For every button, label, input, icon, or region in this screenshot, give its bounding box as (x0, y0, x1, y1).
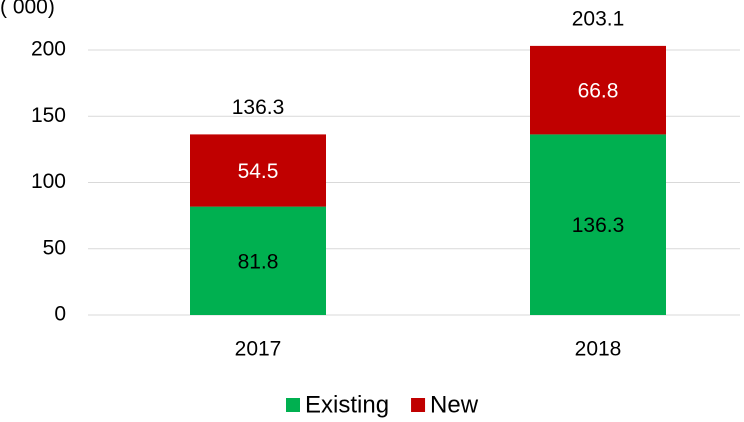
bar-segment (190, 134, 326, 207)
legend-swatch (411, 398, 426, 412)
y-tick-label: 200 (31, 38, 66, 61)
data-label: 54.5 (238, 160, 279, 183)
data-label: 136.3 (572, 214, 625, 237)
legend-label: New (430, 391, 479, 418)
total-label: 136.3 (232, 96, 285, 119)
bar-segment (530, 45, 666, 135)
bar-segment (190, 206, 326, 315)
y-tick-label: 150 (31, 104, 66, 127)
data-label: 81.8 (238, 250, 279, 273)
total-label: 203.1 (572, 7, 625, 30)
y-axis-label: ( 000) (0, 0, 55, 19)
legend-swatch (286, 398, 300, 412)
y-tick-label: 0 (54, 303, 66, 326)
x-tick-label: 2017 (235, 338, 282, 361)
x-tick-label: 2018 (575, 338, 622, 361)
y-tick-label: 100 (31, 170, 66, 193)
y-tick-label: 50 (43, 236, 66, 259)
data-label: 66.8 (578, 80, 619, 103)
legend-label: Existing (305, 391, 389, 418)
bar-segment (530, 134, 666, 315)
